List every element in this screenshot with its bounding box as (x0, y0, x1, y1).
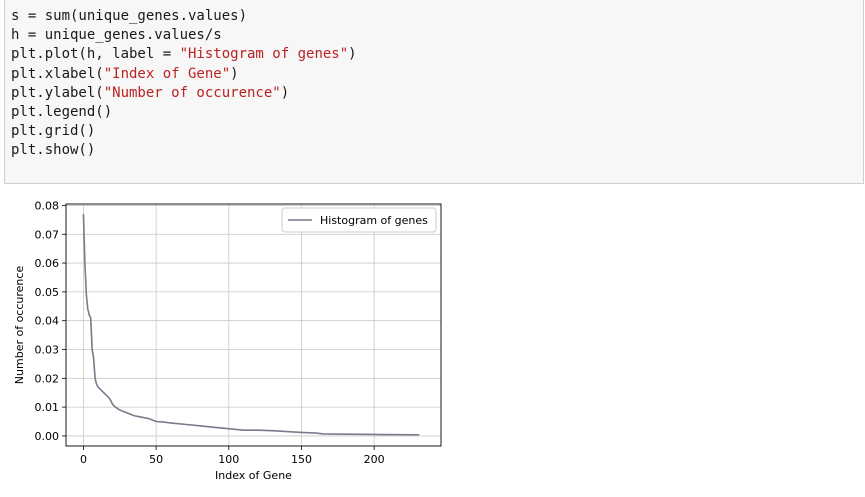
x-axis-label: Index of Gene (215, 469, 292, 482)
code-string-literal: "Histogram of genes" (179, 46, 349, 63)
y-tick-label: 0.07 (35, 228, 60, 241)
x-tick-label: 100 (218, 453, 239, 466)
output-area: 0 50 100 150 200 0.00 0.01 0.02 0.03 0.04 0.05 0.06… (0, 184, 865, 497)
y-tick-label: 0.05 (35, 286, 60, 299)
code-token: ) (348, 46, 357, 63)
series-line (82, 214, 420, 436)
code-token: ) (230, 65, 239, 82)
code-token: plt.plot(h, label = (11, 46, 180, 63)
y-tick-label: 0.02 (35, 372, 60, 385)
code-token: ) (280, 84, 290, 101)
code-line[interactable]: plt.xlabel("Index of Gene") (11, 65, 863, 84)
code-line[interactable]: plt.show() (11, 142, 96, 159)
y-tick-label: 0.06 (35, 257, 60, 270)
code-line[interactable]: plt.grid() (11, 123, 96, 140)
y-tick-label: 0.00 (35, 430, 60, 443)
legend-entry: Histogram of genes (320, 214, 428, 227)
y-tick-label: 0.04 (35, 315, 60, 328)
code-string-literal: "Index of Gene" (103, 65, 231, 82)
y-tick-label: 0.01 (35, 401, 60, 414)
x-tick-label: 200 (364, 453, 385, 466)
code-line[interactable]: plt.ylabel("Number of occurence") (11, 84, 863, 103)
y-tick-label: 0.08 (35, 199, 60, 212)
code-line[interactable]: plt.legend() (11, 103, 113, 120)
code-token: plt.ylabel( (11, 84, 104, 101)
x-tick-label: 50 (149, 453, 163, 466)
code-cell[interactable]: s = sum(unique_genes.values)h = unique_g… (4, 0, 864, 184)
x-tick-label: 150 (291, 453, 312, 466)
code-token: plt.xlabel( (11, 65, 104, 82)
code-line[interactable]: plt.plot(h, label = "Histogram of genes"… (11, 45, 863, 64)
code-line[interactable]: s = sum(unique_genes.values) (11, 8, 248, 24)
x-tick-label: 0 (80, 453, 87, 466)
y-tick-label: 0.03 (35, 343, 60, 356)
plot-frame (65, 203, 442, 447)
plot-area (66, 204, 441, 446)
code-line[interactable]: h = unique_genes.values/s (11, 27, 222, 44)
y-axis-label: Number of occurence (13, 266, 26, 385)
code-editor[interactable]: s = sum(unique_genes.values)h = unique_g… (5, 0, 863, 161)
legend-box (281, 207, 437, 233)
code-string-literal: "Number of occurence" (103, 84, 281, 101)
line-chart: 0 50 100 150 200 0.00 0.01 0.02 0.03 0.04 0.05 0.06… (13, 199, 442, 482)
